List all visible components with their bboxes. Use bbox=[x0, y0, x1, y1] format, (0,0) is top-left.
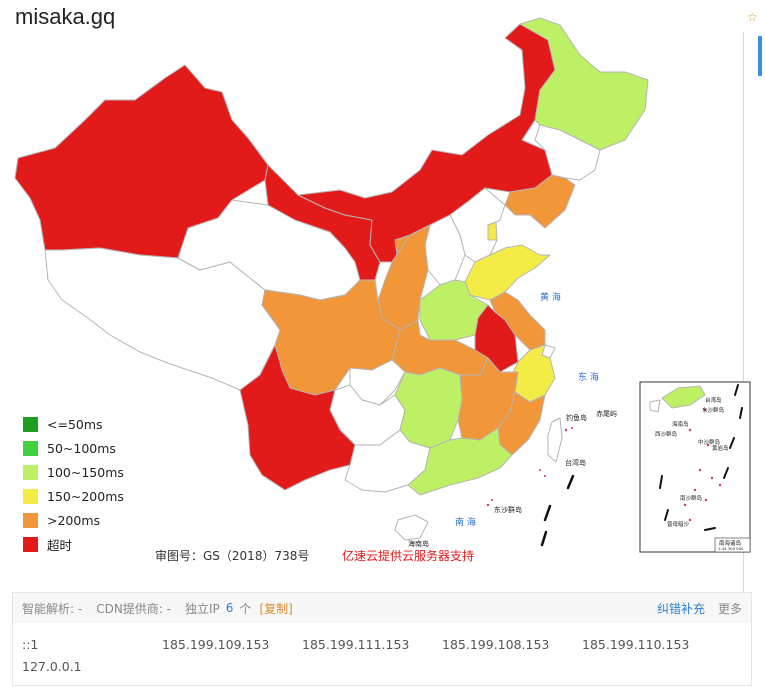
province-fujian[interactable] bbox=[497, 391, 546, 456]
legend-item: >200ms bbox=[23, 508, 124, 532]
inset-label-zengmu: 曾母暗沙 bbox=[667, 520, 690, 528]
latency-legend: <=50ms 50~100ms 100~150ms 150~200ms >200ms 超时 bbox=[23, 412, 124, 556]
province-shaanxi[interactable] bbox=[377, 224, 431, 331]
ip-entry: 185.199.108.153 bbox=[442, 637, 550, 652]
ip-entry: 185.199.110.153 bbox=[582, 637, 690, 652]
legend-label: 150~200ms bbox=[47, 488, 124, 504]
legend-item: <=50ms bbox=[23, 412, 124, 436]
province-hebei[interactable] bbox=[449, 187, 506, 263]
legend-swatch bbox=[23, 416, 38, 432]
china-latency-map: 黄 海 东 海 南 海 钓鱼岛 赤尾屿 台湾岛 东沙群岛 海南岛 bbox=[14, 17, 751, 553]
legend-label: 超时 bbox=[47, 537, 73, 553]
legend-label: >200ms bbox=[47, 512, 101, 528]
legend-label: 50~100ms bbox=[47, 440, 116, 456]
cdn-provider-label: CDN提供商: - bbox=[96, 601, 171, 616]
inset-scale: 1:44 300 000 bbox=[718, 546, 744, 551]
inset-label-zhongsha: 中沙群岛 bbox=[698, 438, 721, 446]
inset-label-xisha: 西沙群岛 bbox=[655, 430, 678, 438]
legend-swatch bbox=[23, 464, 38, 480]
more-link[interactable]: 更多 bbox=[717, 601, 742, 616]
island-label-taiwan: 台湾岛 bbox=[565, 458, 586, 467]
island-label-diaoyu: 钓鱼岛 bbox=[566, 413, 587, 422]
island-label-hainan: 海南岛 bbox=[408, 539, 429, 548]
resolved-ip-list: ::1 185.199.109.153 185.199.111.153 185.… bbox=[12, 623, 752, 686]
edge-scroll-accent[interactable] bbox=[758, 36, 762, 76]
info-bar: 智能解析: - CDN提供商: - 独立IP 6 个 [复制] 纠错补充 更多 bbox=[12, 592, 752, 624]
legend-item: 150~200ms bbox=[23, 484, 124, 508]
inset-caption: 南海诸岛 bbox=[719, 539, 742, 547]
legend-item: 超时 bbox=[23, 532, 124, 556]
legend-swatch bbox=[23, 440, 38, 456]
unique-ip-unit: 个 bbox=[239, 601, 252, 616]
island-label-dongsha: 东沙群岛 bbox=[494, 505, 522, 514]
copy-button[interactable]: [复制] bbox=[259, 601, 293, 616]
report-error-link[interactable]: 纠错补充 bbox=[656, 601, 705, 616]
unique-ip-label: 独立IP bbox=[185, 601, 220, 616]
legend-item: 100~150ms bbox=[23, 460, 124, 484]
province-hainan[interactable] bbox=[394, 514, 429, 541]
province-liaoning[interactable] bbox=[504, 174, 576, 229]
sea-label-yellow: 黄 海 bbox=[540, 291, 561, 303]
legend-item: 50~100ms bbox=[23, 436, 124, 460]
sea-label-south: 南 海 bbox=[455, 516, 476, 528]
legend-swatch bbox=[23, 512, 38, 528]
edge-divider bbox=[743, 32, 744, 612]
legend-label: 100~150ms bbox=[47, 464, 124, 480]
smart-dns-label: 智能解析: - bbox=[22, 601, 83, 616]
sidebar-edge: ☆ bbox=[743, 0, 765, 699]
province-taiwan[interactable] bbox=[547, 417, 563, 463]
ip-entry: ::1 bbox=[22, 637, 39, 652]
ip-entry: 185.199.111.153 bbox=[302, 637, 410, 652]
legend-swatch bbox=[23, 536, 38, 552]
ip-entry: 127.0.0.1 bbox=[22, 659, 82, 674]
legend-label: <=50ms bbox=[47, 416, 103, 432]
inset-label-taiwan: 台湾岛 bbox=[705, 396, 722, 404]
province-inner-mongolia[interactable] bbox=[297, 23, 556, 263]
island-label-chiwei: 赤尾屿 bbox=[596, 409, 617, 418]
inset-label-dongsha: 东沙群岛 bbox=[702, 406, 725, 414]
province-guangdong[interactable] bbox=[407, 427, 513, 496]
province-heilongjiang[interactable] bbox=[519, 17, 649, 151]
inset-label-nansha: 南沙群岛 bbox=[680, 494, 703, 502]
page-title: misaka.gq bbox=[15, 4, 116, 29]
sea-label-east: 东 海 bbox=[578, 371, 599, 383]
province-jilin[interactable] bbox=[534, 124, 601, 181]
inset-label-hainan: 海南岛 bbox=[672, 420, 689, 428]
south-china-sea-inset: 台湾岛 东沙群岛 西沙群岛 海南岛 黄岩岛 中沙群岛 南沙群岛 曾母暗沙 南海诸… bbox=[639, 381, 751, 553]
star-icon[interactable]: ☆ bbox=[747, 10, 758, 24]
province-yunnan[interactable] bbox=[239, 344, 356, 491]
ip-entry: 185.199.109.153 bbox=[162, 637, 270, 652]
legend-swatch bbox=[23, 488, 38, 504]
inset-label-huangyan: 黄岩岛 bbox=[712, 444, 729, 452]
sponsor-link[interactable]: 亿速云提供云服务器支持 bbox=[342, 549, 475, 563]
map-approval-number: 审图号：GS（2018）738号 bbox=[155, 549, 310, 563]
unique-ip-count: 6 bbox=[225, 601, 234, 615]
map-svg: 黄 海 东 海 南 海 钓鱼岛 赤尾屿 台湾岛 东沙群岛 海南岛 bbox=[14, 17, 751, 553]
